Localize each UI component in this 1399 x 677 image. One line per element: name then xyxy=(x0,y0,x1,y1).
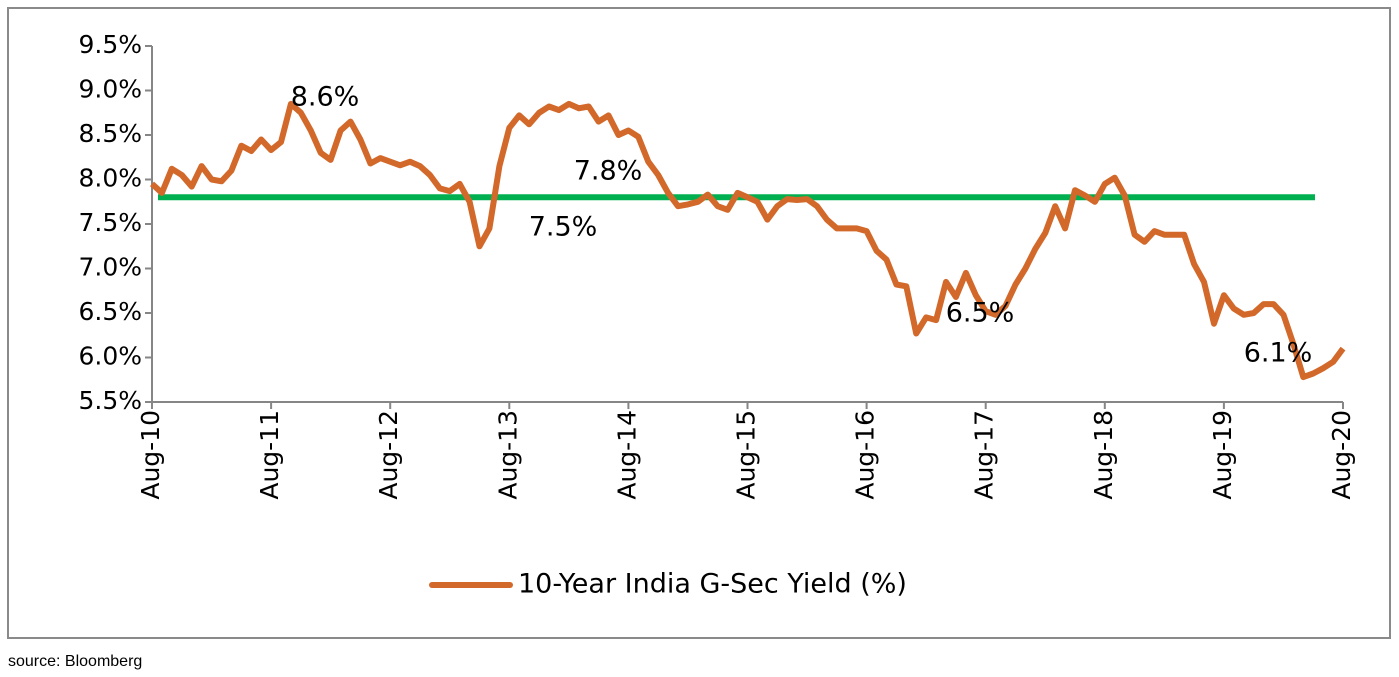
x-tick-label: Aug-18 xyxy=(1089,410,1118,500)
annotation: 7.5% xyxy=(529,212,598,243)
x-tick-label: Aug-15 xyxy=(732,410,761,500)
y-tick-label: 7.5% xyxy=(78,208,142,237)
y-tick-label: 9.5% xyxy=(78,30,142,59)
x-tick-label: Aug-16 xyxy=(851,410,880,500)
chart-frame xyxy=(7,7,1391,639)
annotation: 6.5% xyxy=(946,298,1015,329)
x-tick-label: Aug-12 xyxy=(374,410,403,500)
y-tick-label: 8.0% xyxy=(78,164,142,193)
y-tick-label: 8.5% xyxy=(78,119,142,148)
x-tick-label: Aug-19 xyxy=(1208,410,1237,500)
x-tick-label: Aug-20 xyxy=(1327,410,1356,500)
x-tick-label: Aug-11 xyxy=(255,410,284,500)
average-label: 7.8% xyxy=(574,156,643,187)
x-tick-label: Aug-14 xyxy=(612,410,641,500)
source: source: Bloomberg xyxy=(8,653,142,670)
x-tick-label: Aug-10 xyxy=(136,410,165,500)
y-tick-label: 5.5% xyxy=(78,386,142,415)
annotation: 8.6% xyxy=(291,82,360,113)
y-tick-label: 7.0% xyxy=(78,253,142,282)
annotation: 6.1% xyxy=(1244,338,1313,369)
y-tick-label: 6.5% xyxy=(78,297,142,326)
x-tick-label: Aug-17 xyxy=(970,410,999,500)
series-line xyxy=(149,100,1346,381)
y-tick-label: 6.0% xyxy=(78,342,142,371)
legend-label: 10-Year India G-Sec Yield (%) xyxy=(518,569,907,600)
x-tick-label: Aug-13 xyxy=(493,410,522,500)
y-tick-label: 9.0% xyxy=(78,75,142,104)
